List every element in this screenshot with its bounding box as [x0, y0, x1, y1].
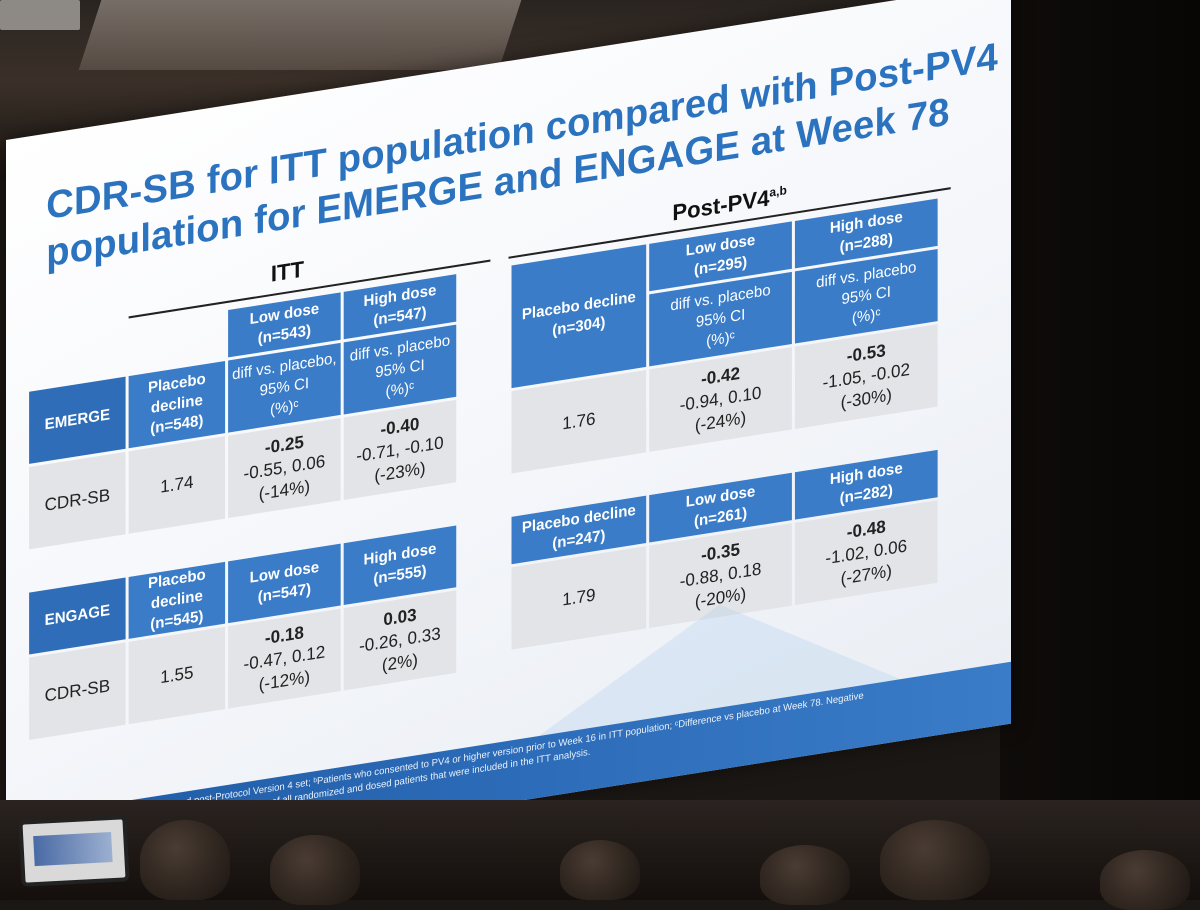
- itt-emerge-low-value: -0.25 -0.55, 0.06 (-14%): [228, 418, 341, 519]
- pv4-emerge-table: Placebo decline (n=304) Low dose (n=295)…: [509, 195, 941, 477]
- itt-engage-table: ENGAGE Placebo decline (n=545) Low dose …: [26, 522, 459, 744]
- itt-engage-row-label: CDR-SB: [29, 642, 126, 740]
- itt-group-label: ITT: [247, 252, 327, 291]
- postpv4-superscript: a,b: [769, 182, 787, 200]
- itt-emerge-low-sub: diff vs. placebo, 95% CI (%)ᶜ: [228, 342, 341, 433]
- itt-engage-low-value: -0.18 -0.47, 0.12 (-12%): [228, 608, 341, 709]
- itt-emerge-high-sub: diff vs. placebo 95% CI (%)ᶜ: [343, 324, 457, 415]
- itt-emerge-high-value: -0.40 -0.71, -0.10 (-23%): [343, 399, 457, 500]
- ceiling-light: [0, 0, 80, 30]
- diff-value: 0.03: [383, 604, 417, 630]
- itt-emerge-study-label: EMERGE: [29, 376, 126, 464]
- audience-head: [140, 820, 230, 900]
- itt-emerge-row-label: CDR-SB: [29, 451, 126, 550]
- ceiling-panel: [78, 0, 522, 70]
- phone-in-hand: [18, 815, 130, 887]
- audience-head: [560, 840, 640, 900]
- audience: [0, 800, 1200, 910]
- itt-engage-placebo-header: Placebo decline (n=545): [128, 561, 226, 639]
- projected-slide: CDR-SB for ITT population compared with …: [6, 0, 1011, 882]
- itt-engage-high-value: 0.03 -0.26, 0.33 (2%): [343, 590, 457, 691]
- itt-emerge-placebo-value: 1.74: [128, 436, 226, 534]
- audience-head: [270, 835, 360, 905]
- pv4-emerge-placebo-value: 1.76: [511, 369, 647, 474]
- audience-head: [1100, 850, 1190, 910]
- itt-engage-study-label: ENGAGE: [29, 577, 126, 655]
- dark-wall: [1000, 0, 1200, 900]
- itt-emerge-placebo-header: Placebo decline (n=548): [128, 360, 226, 449]
- itt-emerge-table: Low dose (n=543) High dose (n=547) EMERG…: [26, 271, 459, 553]
- audience-head: [880, 820, 990, 900]
- pv4-emerge-placebo-header: Placebo decline (n=304): [511, 244, 647, 389]
- itt-engage-placebo-value: 1.55: [128, 626, 226, 725]
- itt-label-text: ITT: [270, 255, 304, 287]
- audience-head: [760, 845, 850, 905]
